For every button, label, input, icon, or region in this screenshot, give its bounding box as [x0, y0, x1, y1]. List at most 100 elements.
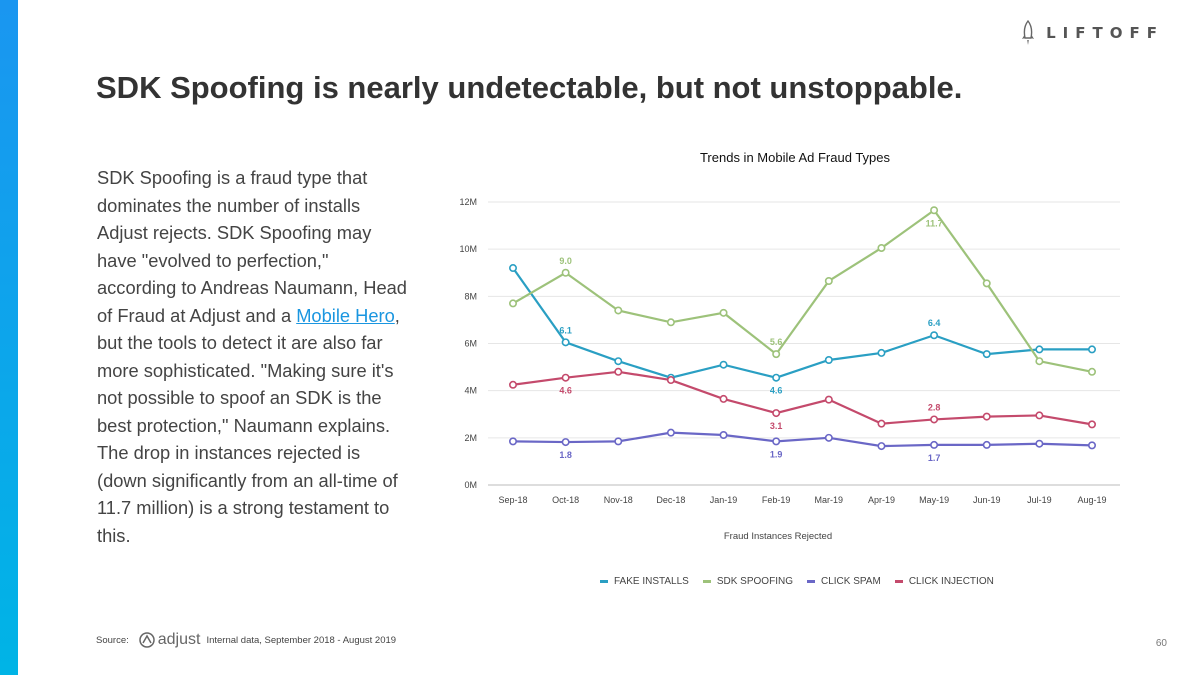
data-point-sdk-spoofing [561, 268, 570, 277]
legend-item-sdk-spoofing: SDK SPOOFING [702, 576, 793, 587]
data-point-fake-installs [1087, 345, 1096, 354]
x-tick-label: Jun-19 [973, 495, 1001, 505]
x-tick-label: Feb-19 [762, 495, 791, 505]
adjust-logo-icon [139, 632, 155, 648]
data-point-click-injection [666, 376, 675, 385]
data-point-click-injection [772, 409, 781, 418]
logo-text: LIFTOFF [1046, 24, 1164, 42]
data-point-sdk-spoofing [509, 299, 518, 308]
data-label-fake-installs: 6.4 [928, 318, 941, 328]
legend-swatch [600, 580, 608, 583]
data-point-sdk-spoofing [824, 277, 833, 286]
data-point-click-spam [877, 442, 886, 451]
data-label-click-spam: 1.8 [559, 450, 572, 460]
y-tick-label: 8M [464, 291, 477, 301]
data-label-fake-installs: 6.1 [559, 325, 572, 335]
data-point-sdk-spoofing [719, 308, 728, 317]
adjust-logo-text: adjust [157, 631, 201, 648]
data-point-click-injection [509, 380, 518, 389]
data-point-click-injection [1087, 420, 1096, 429]
source-label: Source: [96, 634, 129, 646]
adjust-logo: adjust [139, 631, 201, 649]
data-point-click-spam [561, 438, 570, 447]
data-point-fake-installs [509, 264, 518, 273]
body-text-before-link: SDK Spoofing is a fraud type that domina… [97, 167, 407, 326]
data-point-click-injection [877, 419, 886, 428]
data-point-fake-installs [982, 350, 991, 359]
legend-swatch [702, 580, 711, 583]
data-point-fake-installs [824, 356, 833, 365]
data-point-click-injection [1035, 411, 1044, 420]
page-title: SDK Spoofing is nearly undetectable, but… [96, 70, 963, 105]
data-point-sdk-spoofing [1087, 367, 1096, 376]
data-point-click-injection [614, 367, 623, 376]
y-tick-label: 0M [464, 480, 477, 490]
data-point-sdk-spoofing [1035, 357, 1044, 366]
y-tick-label: 10M [459, 244, 477, 254]
data-point-click-injection [561, 373, 570, 382]
page-number: 60 [1155, 638, 1167, 649]
legend-item-fake-installs: FAKE INSTALLS [600, 576, 689, 587]
series-line-fake-installs [512, 267, 1092, 379]
series-line-sdk-spoofing [512, 208, 1093, 373]
x-tick-label: Oct-18 [552, 495, 579, 505]
body-text-after-link: , but the tools to detect it are also fa… [97, 304, 400, 546]
data-label-click-spam: 1.9 [770, 449, 783, 459]
data-point-click-spam [509, 437, 518, 446]
data-point-fake-installs [772, 373, 781, 382]
x-tick-label: Sep-18 [498, 495, 527, 505]
data-point-click-spam [772, 437, 781, 446]
data-point-sdk-spoofing [614, 306, 623, 315]
data-label-click-injection: 3.1 [770, 421, 783, 431]
data-label-sdk-spoofing: 5.6 [770, 337, 783, 347]
data-point-sdk-spoofing [930, 206, 939, 215]
legend-label: CLICK SPAM [820, 576, 881, 587]
series-line-click-injection [512, 370, 1093, 426]
x-tick-label: May-19 [919, 495, 949, 505]
x-tick-label: Apr-19 [868, 495, 895, 505]
data-point-sdk-spoofing [982, 279, 991, 288]
legend-label: SDK SPOOFING [716, 576, 793, 587]
y-tick-label: 12M [459, 197, 477, 207]
data-point-click-injection [982, 412, 991, 421]
data-point-fake-installs [930, 331, 939, 340]
source-line: Source: adjust Internal data, September … [96, 631, 396, 649]
legend-label: CLICK INJECTION [908, 576, 994, 587]
data-point-fake-installs [719, 360, 728, 369]
data-point-click-injection [930, 415, 939, 424]
accent-bar [0, 0, 18, 675]
x-tick-label: Mar-19 [815, 495, 844, 505]
y-tick-label: 4M [464, 386, 477, 396]
x-tick-label: Jul-19 [1027, 495, 1052, 505]
x-tick-label: Aug-19 [1077, 495, 1106, 505]
data-point-fake-installs [614, 357, 623, 366]
x-tick-label: Dec-18 [656, 495, 685, 505]
data-point-click-spam [982, 440, 991, 449]
data-point-click-spam [614, 437, 623, 446]
data-label-sdk-spoofing: 11.7 [926, 218, 943, 228]
data-point-click-injection [719, 394, 728, 403]
x-axis-title: Fraud Instances Rejected [724, 531, 832, 542]
data-point-click-spam [666, 428, 675, 437]
data-point-sdk-spoofing [877, 243, 886, 252]
legend-swatch [894, 580, 903, 583]
mobile-hero-link[interactable]: Mobile Hero [296, 304, 395, 326]
y-tick-label: 2M [464, 433, 477, 443]
data-point-sdk-spoofing [772, 350, 781, 359]
liftoff-logo: LIFTOFF [1020, 20, 1164, 46]
legend-item-click-spam: CLICK SPAM [806, 576, 881, 587]
series-line-click-spam [512, 431, 1093, 448]
data-point-sdk-spoofing [666, 318, 675, 327]
body-paragraph: SDK Spoofing is a fraud type that domina… [97, 164, 409, 549]
x-tick-label: Nov-18 [604, 495, 633, 505]
data-label-click-injection: 4.6 [559, 386, 572, 396]
x-tick-label: Jan-19 [710, 495, 738, 505]
source-detail: Internal data, September 2018 - August 2… [206, 634, 397, 646]
data-label-click-injection: 2.8 [928, 402, 941, 412]
data-point-click-spam [824, 433, 833, 442]
chart-legend: FAKE INSTALLS SDK SPOOFING CLICK SPAM CLICK… [600, 576, 994, 587]
chart-title: Trends in Mobile Ad Fraud Types [699, 150, 891, 165]
rocket-icon [1022, 20, 1035, 45]
data-point-click-spam [930, 440, 939, 449]
legend-swatch [806, 580, 815, 583]
